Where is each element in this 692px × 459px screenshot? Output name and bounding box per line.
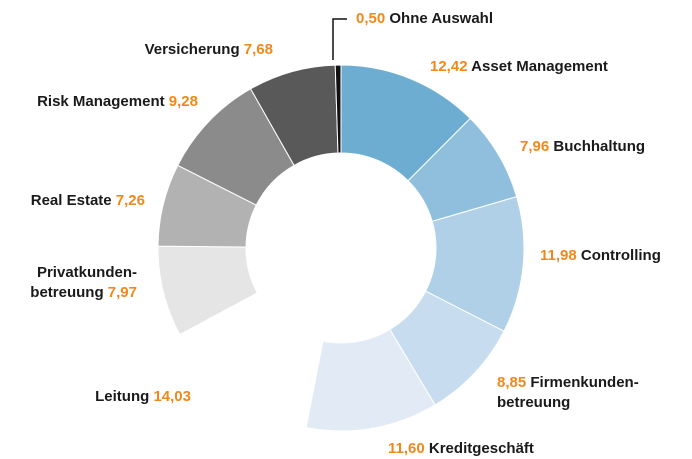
slice-label: Risk Management 9,28 [37,92,198,112]
value-label: 12,42 [430,58,468,75]
value-label: 8,85 [497,374,527,391]
slice-label: 7,96 Buchhaltung [520,137,645,157]
leader-line [332,18,347,60]
value-label: 0,50 [356,10,386,27]
value-label: 7,96 [520,138,550,155]
slice-label: 11,98 Controlling [540,246,661,266]
category-label: Risk Management [37,93,165,110]
category-label: Real Estate [30,192,112,209]
slice-label: Real Estate 7,26 [31,191,145,211]
slice-label: Versicherung 7,68 [145,40,273,60]
category-label: Firmenkunden- betreuung [497,374,639,411]
slice-label: 8,85 Firmenkunden- betreuung [497,373,639,413]
slice-label: Leitung 14,03 [95,387,191,407]
slice-label: 0,50 Ohne Auswahl [356,9,493,29]
donut-slice [334,64,342,154]
value-label: 9,28 [168,93,198,110]
value-label: 11,98 [540,247,577,264]
category-label: Ohne Auswahl [389,10,493,27]
category-label: Asset Management [471,58,608,75]
value-label: 7,97 [107,284,137,301]
category-label: Versicherung [144,41,240,58]
slice-label: 12,42 Asset Management [430,57,608,77]
value-label: 14,03 [153,388,191,405]
category-label: Controlling [580,247,661,264]
category-label: Kreditgeschäft [428,440,534,457]
slice-label: Privatkunden- betreuung 7,97 [30,263,137,303]
category-label: Buchhaltung [553,138,646,155]
value-label: 7,68 [243,41,273,58]
category-label: Leitung [95,388,150,405]
value-label: 7,26 [115,192,145,209]
category-label: Privatkunden- betreuung [30,264,137,301]
slice-label: 11,60 Kreditgeschäft [388,439,534,459]
value-label: 11,60 [388,440,425,457]
